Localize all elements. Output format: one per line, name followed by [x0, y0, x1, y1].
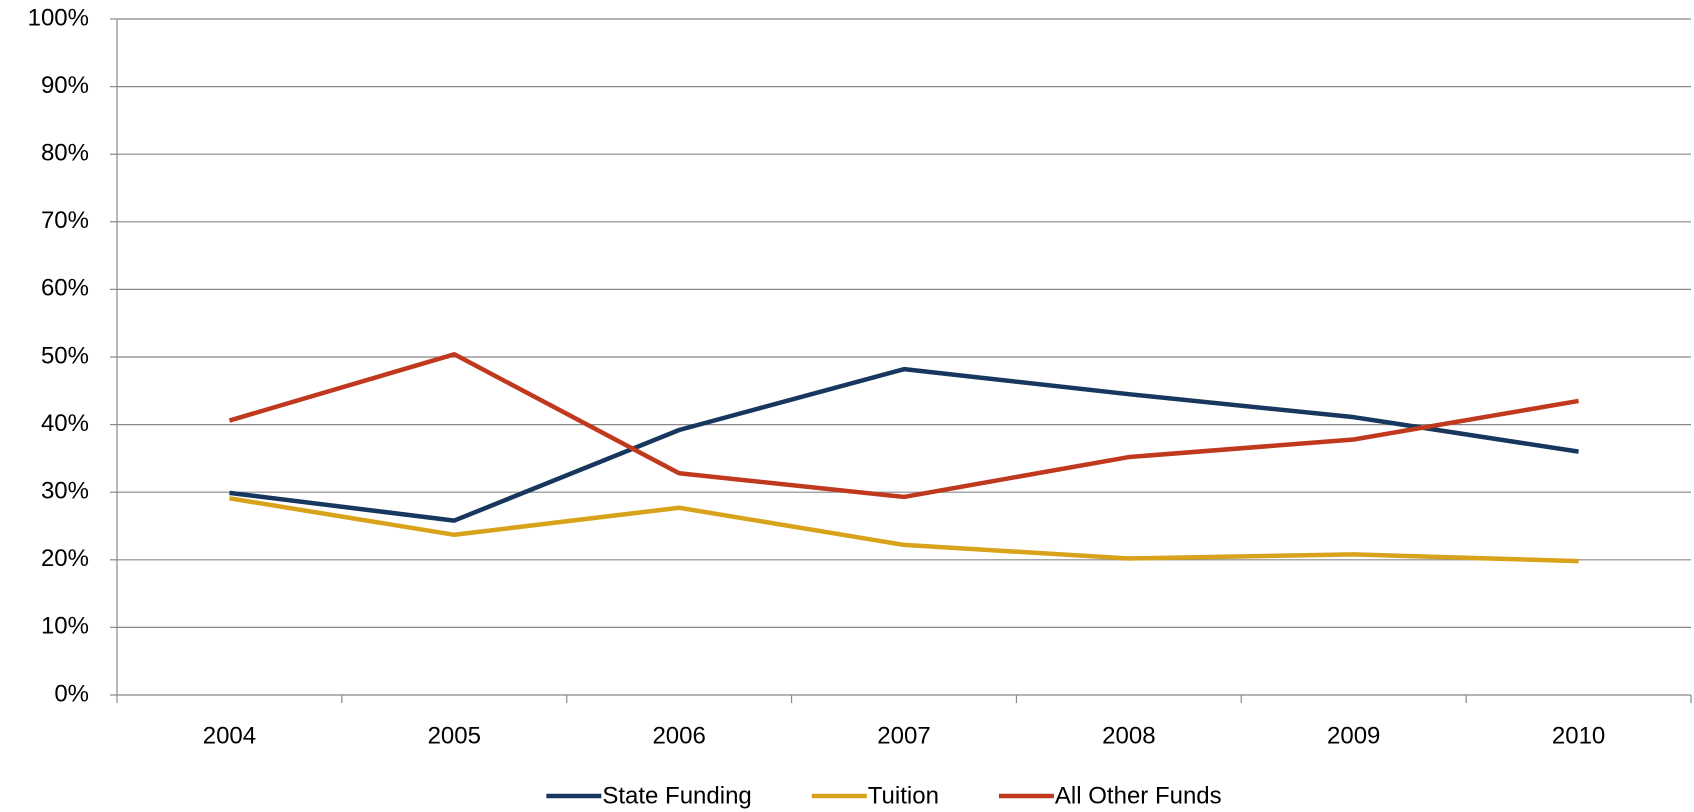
y-tick-label: 50% — [41, 342, 89, 369]
x-tick-label: 2005 — [428, 722, 481, 749]
x-tick-label: 2006 — [652, 722, 705, 749]
y-tick-label: 100% — [28, 4, 89, 31]
series-line — [229, 496, 1579, 564]
y-tick-label: 40% — [41, 410, 89, 437]
series-line — [228, 352, 1579, 500]
x-tick-label: 2004 — [203, 722, 256, 749]
x-tick-label: 2007 — [877, 722, 930, 749]
x-tick-label: 2010 — [1552, 722, 1605, 749]
x-tick-label: 2008 — [1102, 722, 1155, 749]
legend-label: State Funding — [602, 782, 751, 809]
y-tick-label: 0% — [54, 680, 89, 707]
y-tick-label: 90% — [41, 72, 89, 99]
legend-label: Tuition — [868, 782, 939, 809]
y-tick-label: 20% — [41, 545, 89, 572]
y-tick-label: 60% — [41, 275, 89, 302]
legend-label: All Other Funds — [1055, 782, 1222, 809]
x-tick-label: 2009 — [1327, 722, 1380, 749]
y-tick-label: 70% — [41, 207, 89, 234]
y-tick-label: 80% — [41, 140, 89, 167]
series-line — [229, 366, 1579, 523]
y-tick-label: 10% — [41, 613, 89, 640]
y-tick-label: 30% — [41, 478, 89, 505]
